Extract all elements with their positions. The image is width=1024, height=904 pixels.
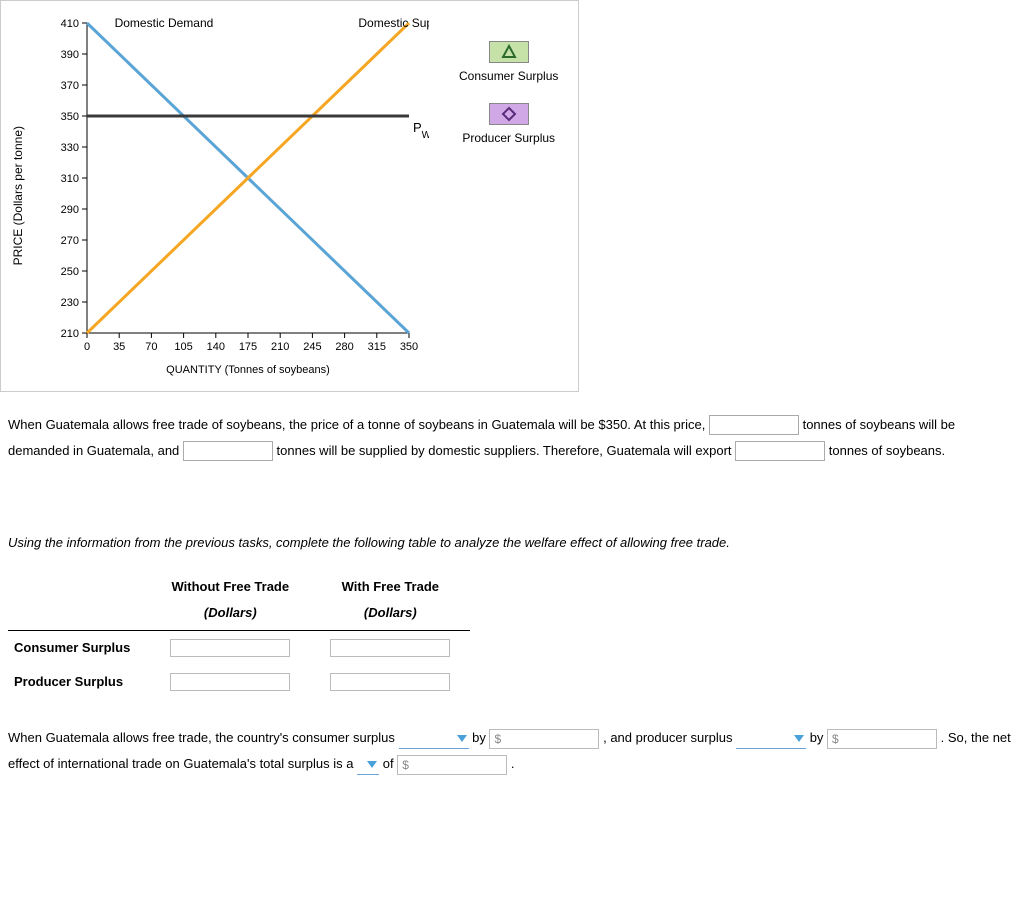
svg-text:70: 70: [145, 341, 157, 353]
svg-text:250: 250: [61, 266, 79, 278]
row-producer-surplus: Producer Surplus: [8, 665, 150, 699]
export-qty-input[interactable]: [735, 441, 825, 461]
ps-with-input[interactable]: [330, 673, 450, 691]
svg-text:410: 410: [61, 18, 79, 30]
svg-text:Domestic Demand: Domestic Demand: [115, 16, 214, 30]
chart-panel: PRICE (Dollars per tonne) 210 230 250 270 29…: [0, 0, 579, 392]
ps-without-input[interactable]: [170, 673, 290, 691]
welfare-table: Without Free Trade (Dollars) With Free T…: [8, 570, 470, 699]
legend-label: Producer Surplus: [459, 131, 558, 145]
question-paragraph-1: When Guatemala allows free trade of soyb…: [8, 412, 1016, 464]
cs-with-input[interactable]: [330, 639, 450, 657]
svg-text:290: 290: [61, 204, 79, 216]
svg-text:330: 330: [61, 142, 79, 154]
svg-text:175: 175: [239, 341, 257, 353]
legend-consumer-surplus[interactable]: Consumer Surplus: [459, 41, 558, 83]
svg-text:105: 105: [174, 341, 192, 353]
consumer-surplus-swatch: [489, 41, 529, 63]
table-row: Consumer Surplus: [8, 631, 470, 666]
cs-amount-input[interactable]: $: [489, 729, 599, 749]
supplied-qty-input[interactable]: [183, 441, 273, 461]
svg-text:QUANTITY (Tonnes of soybeans): QUANTITY (Tonnes of soybeans): [166, 364, 330, 376]
table-row: Producer Surplus: [8, 665, 470, 699]
svg-text:PW: PW: [413, 120, 429, 141]
legend-producer-surplus[interactable]: Producer Surplus: [459, 103, 558, 145]
svg-text:350: 350: [61, 111, 79, 123]
supply-demand-chart: 210 230 250 270 290 310 330 350 370 390 410 0 35 70 10…: [29, 11, 429, 381]
svg-text:270: 270: [61, 235, 79, 247]
col-with-trade: With Free Trade (Dollars): [310, 570, 470, 631]
ps-amount-input[interactable]: $: [827, 729, 937, 749]
svg-text:0: 0: [84, 341, 90, 353]
net-amount-input[interactable]: $: [397, 755, 507, 775]
svg-text:210: 210: [61, 328, 79, 340]
question-paragraph-2: When Guatemala allows free trade, the co…: [8, 725, 1016, 777]
net-effect-dropdown[interactable]: [357, 757, 379, 775]
svg-text:280: 280: [335, 341, 353, 353]
svg-text:140: 140: [207, 341, 225, 353]
chevron-down-icon: [794, 735, 804, 742]
producer-surplus-swatch: [489, 103, 529, 125]
svg-text:370: 370: [61, 80, 79, 92]
y-axis-label: PRICE (Dollars per tonne): [11, 126, 25, 265]
col-without-trade: Without Free Trade (Dollars): [150, 570, 310, 631]
chevron-down-icon: [367, 761, 377, 768]
chart-legend: Consumer Surplus Producer Surplus: [459, 41, 558, 165]
table-instruction: Using the information from the previous …: [8, 530, 1016, 556]
svg-text:210: 210: [271, 341, 289, 353]
svg-text:245: 245: [303, 341, 321, 353]
svg-text:230: 230: [61, 297, 79, 309]
row-consumer-surplus: Consumer Surplus: [8, 631, 150, 666]
chevron-down-icon: [457, 735, 467, 742]
legend-label: Consumer Surplus: [459, 69, 558, 83]
ps-direction-dropdown[interactable]: [736, 731, 806, 749]
cs-direction-dropdown[interactable]: [399, 731, 469, 749]
svg-text:315: 315: [368, 341, 386, 353]
svg-text:Domestic Supply: Domestic Supply: [358, 16, 429, 30]
svg-text:310: 310: [61, 173, 79, 185]
svg-text:350: 350: [400, 341, 418, 353]
cs-without-input[interactable]: [170, 639, 290, 657]
svg-text:35: 35: [113, 341, 125, 353]
svg-text:390: 390: [61, 49, 79, 61]
demanded-qty-input[interactable]: [709, 415, 799, 435]
